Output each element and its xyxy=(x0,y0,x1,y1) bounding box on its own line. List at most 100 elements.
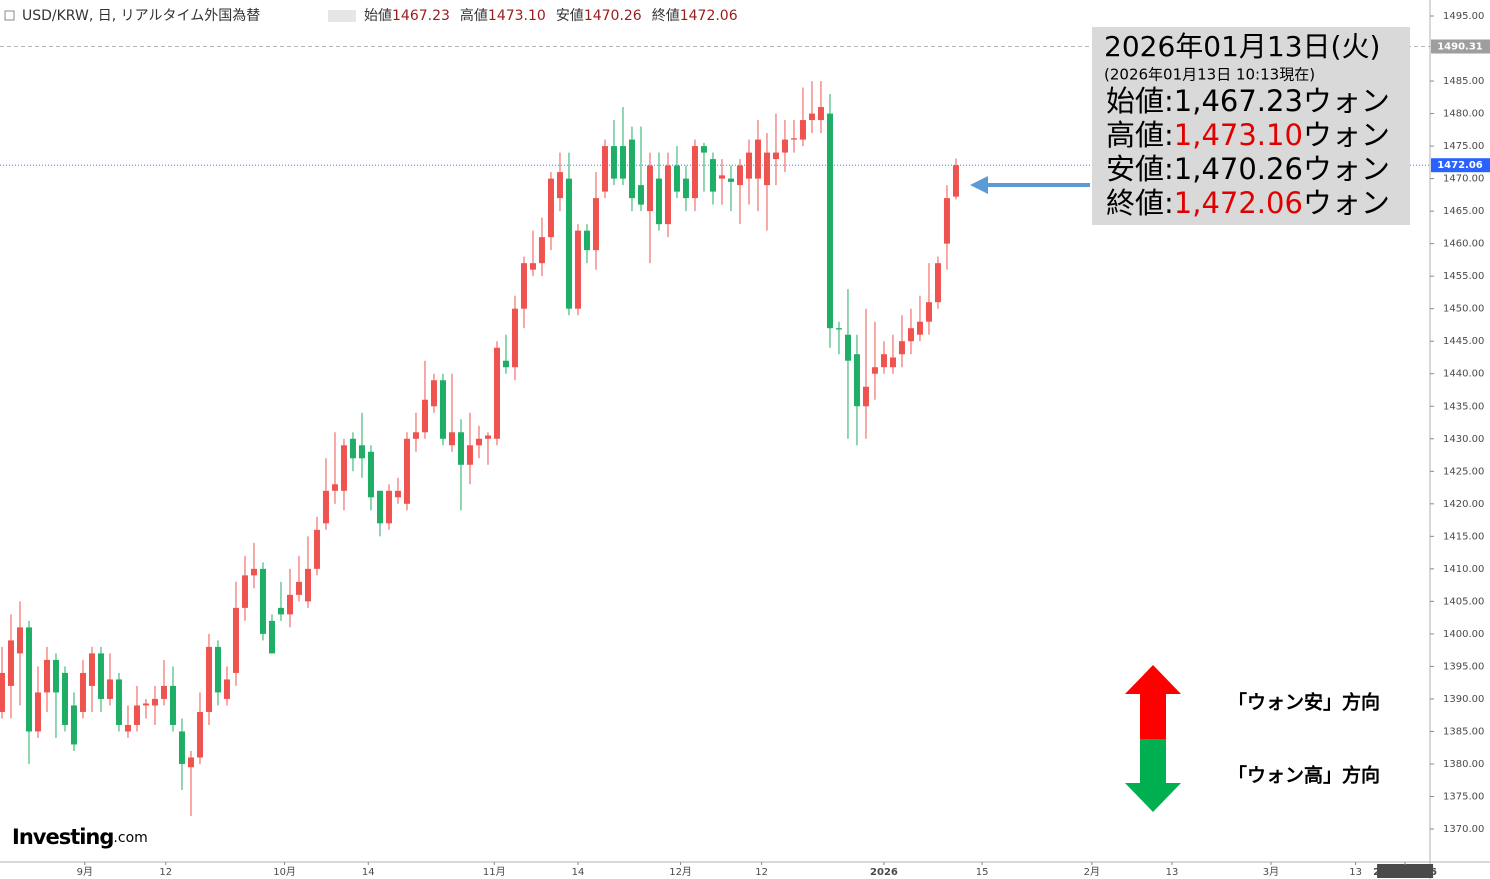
row-value: 1,473.10 xyxy=(1174,118,1303,152)
candle-body xyxy=(475,438,482,446)
row-unit: ウォン xyxy=(1303,152,1390,186)
y-tick-label: 1430.00 xyxy=(1443,434,1484,445)
header-value: 1472.06 xyxy=(680,8,738,24)
header-label: 安値 xyxy=(556,8,584,24)
candle-body xyxy=(403,438,410,504)
y-tick-label: 1460.00 xyxy=(1443,239,1484,250)
candle-body xyxy=(106,679,113,699)
candle-body xyxy=(286,594,293,615)
candle-body xyxy=(664,165,671,225)
y-tick-label: 1385.00 xyxy=(1443,726,1484,737)
y-tick-label: 1370.00 xyxy=(1443,824,1484,835)
row-unit: ウォン xyxy=(1303,186,1390,220)
row-value: 1,467.23 xyxy=(1174,84,1303,118)
candle-body xyxy=(871,367,878,374)
y-tick-label: 1390.00 xyxy=(1443,694,1484,705)
candle-body xyxy=(349,438,356,459)
y-tick-label: 1375.00 xyxy=(1443,792,1484,803)
candle-body xyxy=(7,640,14,686)
candle-body xyxy=(772,152,779,160)
candle-body xyxy=(133,705,140,725)
candle-body xyxy=(835,328,842,330)
symbol-title: USD/KRW, 日, リアルタイム外国為替 xyxy=(22,8,260,24)
y-tick-label: 1465.00 xyxy=(1443,206,1484,217)
x-tick-label: 3月 xyxy=(1263,866,1279,878)
x-crosshair-box xyxy=(1377,864,1434,878)
candle-body xyxy=(592,198,599,251)
candle-body xyxy=(862,386,869,407)
annotation-row: 終値:1,472.06ウォン xyxy=(1106,186,1390,220)
price-label-box xyxy=(1431,39,1490,54)
candle-body xyxy=(421,399,428,433)
y-tick-label: 1485.00 xyxy=(1443,76,1484,87)
settings-icons[interactable] xyxy=(328,10,356,22)
logo-name: Investing xyxy=(12,825,113,849)
candle-body xyxy=(898,341,905,355)
collapse-icon[interactable] xyxy=(4,10,15,21)
pointer-arrow-head xyxy=(970,176,988,194)
candle-body xyxy=(250,568,257,576)
candle-body xyxy=(682,178,689,199)
candle-body xyxy=(52,659,59,693)
candle-body xyxy=(295,581,302,595)
price-label: 1490.31 xyxy=(1437,42,1483,53)
candle-body xyxy=(907,328,914,342)
annotation-row: 高値:1,473.10ウォン xyxy=(1106,118,1390,152)
header-value: 1467.23 xyxy=(392,8,450,24)
candle-body xyxy=(340,445,347,491)
x-tick-label: 2026-03-25 xyxy=(1373,867,1437,878)
annotation-subtitle: (2026年01月13日 10:13現在) xyxy=(1104,66,1315,84)
x-tick-label: 14 xyxy=(572,867,585,878)
candle-body xyxy=(88,653,95,686)
x-tick-label: 12 xyxy=(755,867,768,878)
candle-body xyxy=(61,672,68,725)
candle-body xyxy=(439,380,446,439)
candle-body xyxy=(565,178,572,309)
price-label-box xyxy=(1431,158,1490,173)
y-tick-label: 1495.00 xyxy=(1443,11,1484,22)
candle-body xyxy=(196,711,203,758)
candle-body xyxy=(934,263,941,303)
annotation-title: 2026年01月13日(火) xyxy=(1104,30,1380,63)
plot-area xyxy=(0,46,1430,817)
candle-body xyxy=(583,230,590,251)
ohlc-header: 始値1467.23 高値1473.10 安値1470.26 終値1472.06 xyxy=(364,7,738,24)
y-tick-label: 1400.00 xyxy=(1443,629,1484,640)
candle-body xyxy=(718,175,725,179)
candle-body xyxy=(394,490,401,498)
candle-body xyxy=(601,146,608,192)
row-label: 始値: xyxy=(1106,84,1174,118)
candle-body xyxy=(259,568,266,634)
header-value: 1473.10 xyxy=(488,8,546,24)
candle-body xyxy=(142,703,149,706)
header-value: 1470.26 xyxy=(584,8,642,24)
candle-body xyxy=(556,172,563,199)
candle-body xyxy=(16,627,23,654)
candle-body xyxy=(214,646,221,693)
logo-suffix: .com xyxy=(113,830,147,846)
candle-body xyxy=(754,139,761,179)
candle-body xyxy=(709,159,716,192)
logo: Investing.com xyxy=(12,825,148,849)
candle-body xyxy=(628,139,635,199)
y-tick-label: 1405.00 xyxy=(1443,596,1484,607)
candle-body xyxy=(673,165,680,192)
candle-body xyxy=(178,731,185,764)
candle-body xyxy=(484,435,491,439)
candle-body xyxy=(169,685,176,725)
candle-body xyxy=(943,198,950,244)
x-tick-label: 11月 xyxy=(483,866,506,878)
candle-body xyxy=(880,354,887,368)
candle-body xyxy=(610,146,617,179)
candle-body xyxy=(322,490,329,524)
candle-body xyxy=(700,146,707,153)
candle-body xyxy=(79,672,86,712)
x-tick-label: 14 xyxy=(362,867,375,878)
candle-body xyxy=(619,146,626,179)
down-arrow xyxy=(1125,739,1181,812)
y-tick-label: 1410.00 xyxy=(1443,564,1484,575)
candle-body xyxy=(124,724,131,732)
y-tick-label: 1450.00 xyxy=(1443,304,1484,315)
y-tick-label: 1425.00 xyxy=(1443,466,1484,477)
x-tick-label: 10月 xyxy=(273,866,296,878)
